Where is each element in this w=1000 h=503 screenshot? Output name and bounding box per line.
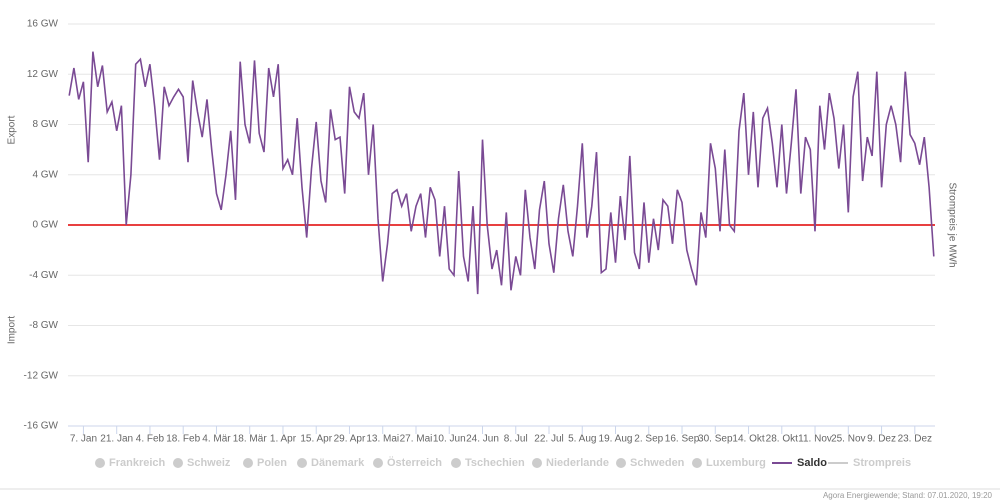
x-tick-label: 25. Nov (831, 434, 865, 445)
x-tick-label: 18. Feb (166, 434, 200, 445)
x-tick-label: 1. Apr (270, 434, 297, 445)
legend-marker (373, 458, 383, 468)
y-axis-title: Export (7, 115, 18, 144)
legend-marker (95, 458, 105, 468)
legend-marker (451, 458, 461, 468)
legend-marker (173, 458, 183, 468)
legend-label[interactable]: Österreich (387, 456, 442, 469)
y-tick-label: 12 GW (27, 69, 59, 80)
legend-marker (297, 458, 307, 468)
y-tick-label: 4 GW (32, 169, 58, 180)
legend-label[interactable]: Saldo (797, 457, 827, 469)
x-tick-label: 14. Okt (732, 434, 764, 445)
y-tick-label: 8 GW (32, 119, 58, 130)
y-tick-label: 0 GW (32, 220, 58, 231)
legend-label[interactable]: Schweiz (187, 457, 231, 469)
legend-label[interactable]: Niederlande (546, 457, 609, 469)
x-tick-label: 18. Mär (233, 434, 268, 445)
x-tick-label: 28. Okt (766, 434, 798, 445)
legend-label[interactable]: Frankreich (109, 457, 166, 469)
data-line (68, 51, 935, 295)
y-tick-label: -8 GW (29, 320, 58, 331)
y-axis-title: Import (7, 316, 18, 345)
y-tick-label: -16 GW (24, 421, 59, 432)
x-tick-label: 19. Aug (599, 434, 633, 445)
legend-label[interactable]: Tschechien (465, 457, 525, 469)
legend-marker (692, 458, 702, 468)
x-tick-label: 15. Apr (300, 434, 332, 445)
x-tick-label: 21. Jan (100, 434, 133, 445)
legend-marker (243, 458, 253, 468)
x-tick-label: 4. Feb (136, 434, 165, 445)
x-tick-label: 30. Sep (698, 434, 733, 445)
legend-label[interactable]: Strompreis (853, 457, 911, 469)
x-tick-label: 22. Jul (534, 434, 563, 445)
legend-marker (616, 458, 626, 468)
y2-axis-title: Strompreis je MWh (946, 182, 957, 267)
y-tick-label: 16 GW (27, 19, 59, 30)
legend-label[interactable]: Polen (257, 457, 287, 469)
legend-marker (532, 458, 542, 468)
x-tick-label: 13. Mai (366, 434, 399, 445)
x-tick-label: 5. Aug (568, 434, 596, 445)
x-tick-label: 23. Dez (898, 434, 932, 445)
legend-label[interactable]: Schweden (630, 457, 685, 469)
x-tick-label: 11. Nov (798, 434, 832, 445)
x-tick-label: 29. Apr (334, 434, 366, 445)
x-tick-label: 16. Sep (665, 434, 700, 445)
x-tick-label: 7. Jan (70, 434, 97, 445)
y-tick-label: -4 GW (29, 270, 58, 281)
x-tick-label: 8. Jul (504, 434, 528, 445)
y-tick-label: -12 GW (24, 370, 59, 381)
x-tick-label: 2. Sep (634, 434, 663, 445)
x-tick-label: 24. Jun (466, 434, 499, 445)
x-tick-label: 9. Dez (867, 434, 896, 445)
x-tick-label: 27. Mai (400, 434, 433, 445)
legend-label[interactable]: Luxemburg (706, 457, 766, 469)
legend-label[interactable]: Dänemark (311, 457, 365, 469)
footer: Agora Energiewende; Stand: 07.01.2020, 1… (823, 491, 993, 500)
x-tick-label: 4. Mär (202, 434, 231, 445)
x-tick-label: 10. Jun (433, 434, 466, 445)
